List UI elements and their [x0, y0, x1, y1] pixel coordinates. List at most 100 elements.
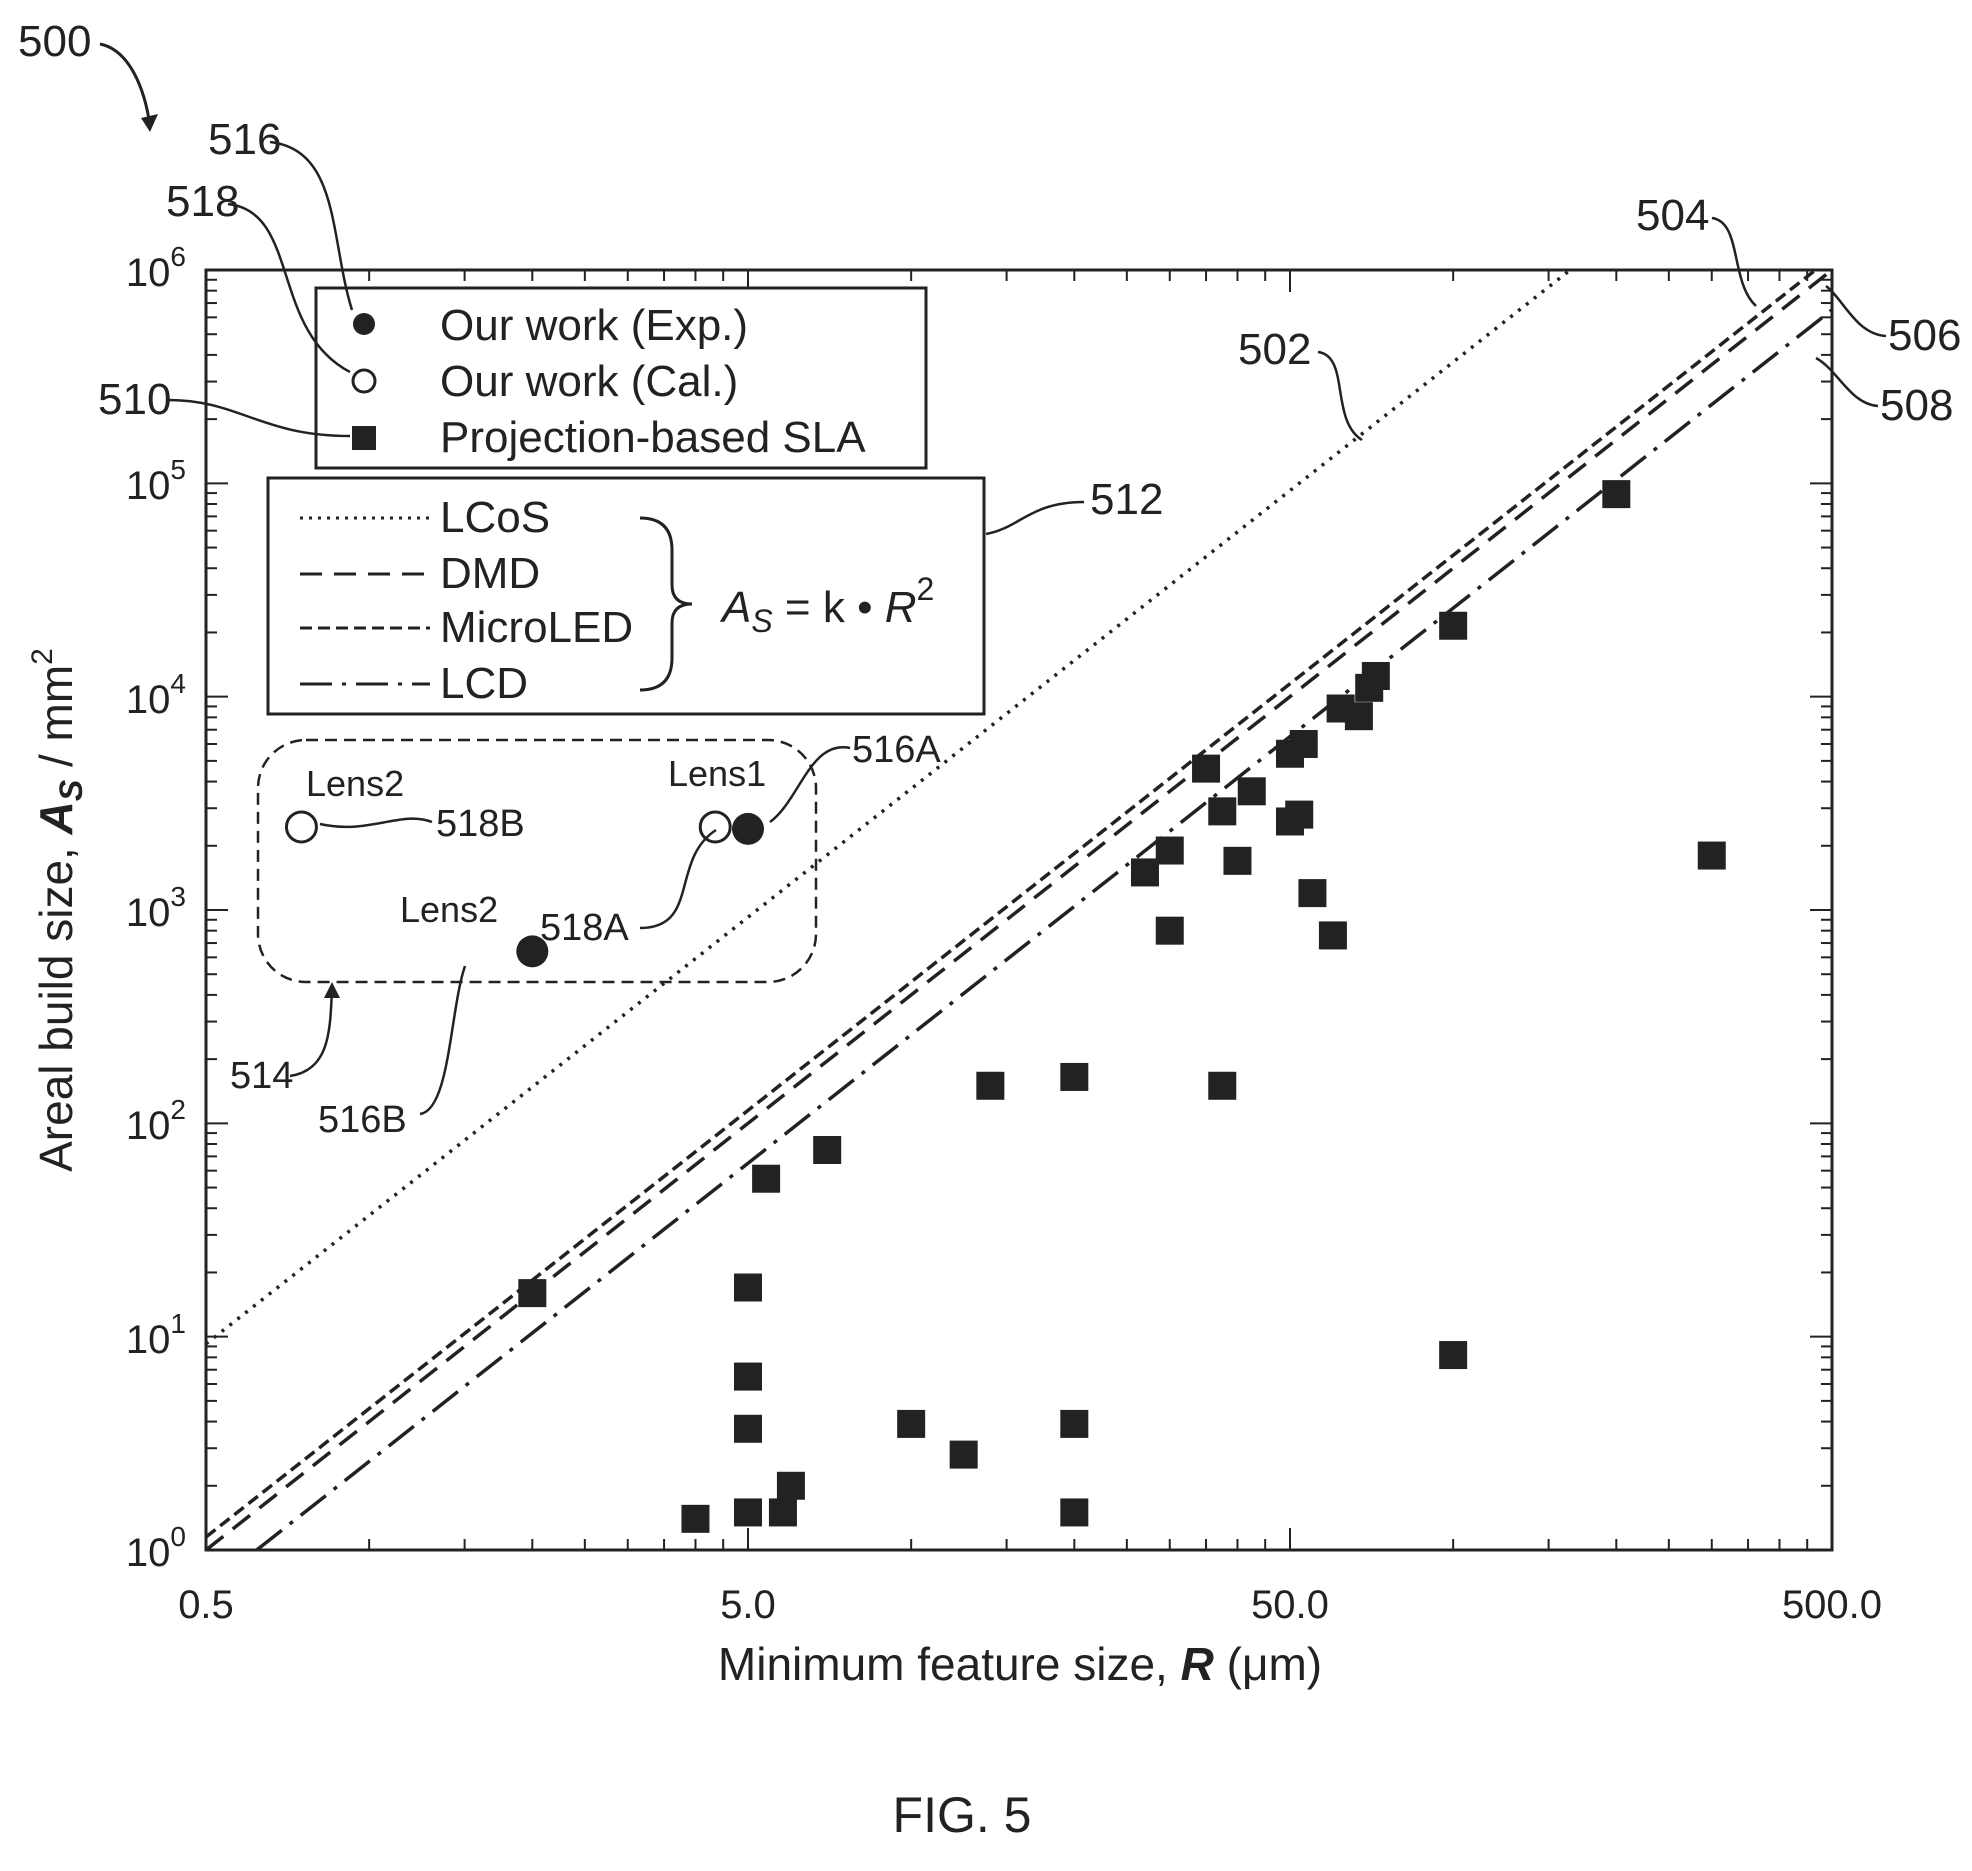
leader-518 [227, 202, 351, 374]
ref-516: 516 [208, 115, 281, 164]
y-tick-label-2: 102 [126, 1094, 186, 1148]
legend-sla-marker [352, 426, 376, 450]
legend-cal-label: Our work (Cal.) [440, 357, 738, 406]
legend-sla-label: Projection-based SLA [440, 413, 866, 462]
sla-point [768, 1498, 797, 1527]
tag-lens2-cal: Lens2 [306, 763, 404, 804]
sla-point [1130, 858, 1159, 887]
y-tick-label-5: 105 [126, 454, 186, 508]
marker-legend-box [314, 286, 928, 470]
tag-lens1: Lens1 [668, 753, 766, 794]
sla-point [1237, 777, 1266, 806]
ref-514: 514 [230, 1055, 293, 1097]
sla-point [1208, 1071, 1237, 1100]
sla-point [1439, 611, 1468, 640]
legend-exp-label: Our work (Exp.) [440, 301, 748, 350]
sla-point [752, 1164, 781, 1193]
sla-point [1344, 702, 1373, 731]
leader-512 [985, 500, 1085, 536]
y-tick-label-1: 101 [126, 1308, 186, 1362]
sla-point [1439, 1341, 1468, 1370]
leader-504 [1711, 216, 1757, 307]
sla-point [1192, 754, 1221, 783]
figure-caption: FIG. 5 [893, 1787, 1032, 1843]
leader-514 [289, 989, 334, 1078]
ref-512: 512 [1090, 475, 1163, 524]
ref-508: 508 [1880, 381, 1953, 430]
sla-point [976, 1071, 1005, 1100]
legend-exp-marker [353, 313, 375, 335]
sla-point [734, 1362, 762, 1391]
sla-point [776, 1471, 805, 1500]
axis-ticks [205, 269, 1832, 1551]
trend-lines [204, 268, 1834, 1552]
leader-508 [1815, 356, 1879, 408]
ref-518B: 518B [436, 803, 525, 845]
leader-516A [769, 746, 851, 824]
ref-518A: 518A [540, 907, 629, 949]
sla-point [1060, 1062, 1089, 1091]
ref-504: 504 [1636, 191, 1709, 240]
sla-point [518, 1279, 547, 1308]
legend-curly-brace [639, 516, 693, 692]
sla-point [1298, 879, 1327, 908]
leader-516B [419, 965, 467, 1116]
leader-506 [1825, 285, 1887, 338]
legend-dmd-label: DMD [440, 549, 540, 598]
y-axis-title: Areal build size, AS / mm2 [26, 648, 89, 1172]
sla-point [734, 1498, 762, 1527]
figure-ref-arrowhead [141, 114, 158, 132]
y-tick-label-3: 103 [126, 881, 186, 935]
lens-group-box [256, 738, 818, 984]
ref-510: 510 [98, 375, 171, 424]
legend-cal-marker [351, 368, 377, 394]
sla-point [897, 1409, 926, 1438]
ref-506: 506 [1888, 311, 1961, 360]
sla-point [949, 1440, 978, 1469]
sla-point [1060, 1409, 1089, 1438]
figure-ref-number: 500 [18, 17, 91, 66]
sla-point [1361, 661, 1390, 690]
ref-516B: 516B [318, 1099, 407, 1141]
sla-point [1602, 480, 1631, 509]
ref-502: 502 [1238, 325, 1311, 374]
sla-point [1697, 841, 1726, 870]
leader-518A [639, 828, 717, 930]
leader-518B [319, 817, 433, 829]
cal-point [284, 810, 318, 844]
sla-point [1223, 846, 1252, 875]
data-points [284, 480, 1726, 1533]
line-legend-box [266, 476, 986, 716]
sla-point [1289, 729, 1318, 758]
legend-lcos-label: LCoS [440, 493, 550, 542]
figure-ref-arrow [99, 42, 152, 127]
sla-point [1208, 797, 1237, 826]
y-tick-label-6: 106 [126, 241, 186, 295]
sla-point [1155, 916, 1184, 945]
x-tick-label-1: 5.0 [720, 1583, 776, 1627]
cal-point [698, 810, 732, 844]
ref-518: 518 [166, 177, 239, 226]
sla-point [813, 1135, 842, 1164]
ref-516A: 516A [852, 729, 941, 771]
sla-point [734, 1273, 762, 1302]
sla-point [1318, 921, 1347, 950]
legend-lcd-label: LCD [440, 659, 528, 708]
exp-point [732, 812, 764, 845]
line-dmd [204, 268, 1834, 1552]
x-tick-label-0: 0.5 [178, 1583, 234, 1627]
sla-point [681, 1504, 710, 1533]
x-tick-label-3: 500.0 [1782, 1583, 1882, 1627]
sla-point [1060, 1498, 1089, 1527]
sla-point [1155, 836, 1184, 865]
y-tick-label-0: 100 [126, 1521, 186, 1575]
legend-equation: AS = k • R2 [719, 571, 934, 639]
sla-point [1285, 800, 1314, 829]
sla-point [734, 1414, 762, 1443]
x-axis-title: Minimum feature size, R (μm) [718, 1638, 1322, 1690]
leader-510 [167, 398, 351, 438]
exp-point [516, 935, 549, 968]
leader-514-arrowhead [324, 982, 340, 998]
leader-516 [269, 140, 354, 311]
